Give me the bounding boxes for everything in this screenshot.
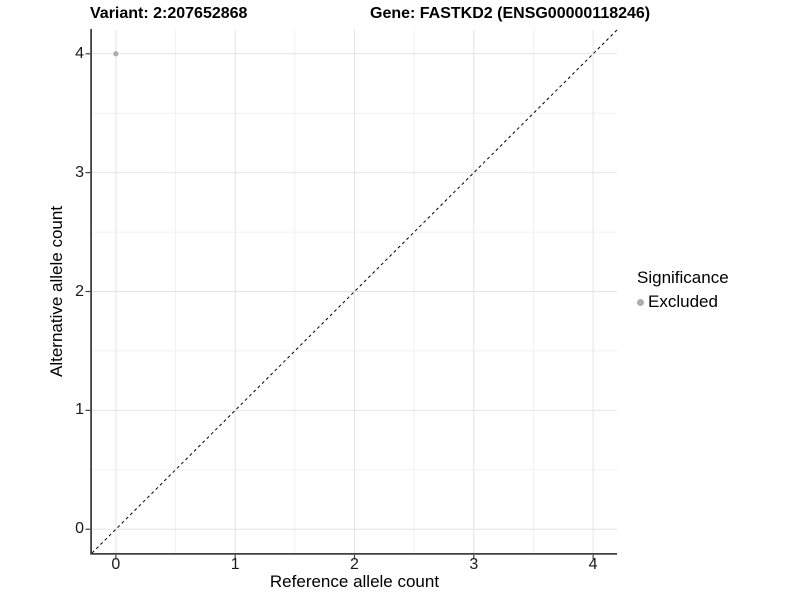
legend-point-icon bbox=[637, 298, 644, 306]
legend-title: Significance bbox=[637, 268, 729, 287]
x-tick-label: 0 bbox=[111, 556, 121, 573]
y-tick-label: 0 bbox=[75, 520, 84, 538]
x-tick-label: 3 bbox=[469, 556, 479, 573]
x-tick-label: 2 bbox=[350, 556, 359, 573]
legend-item-label: Excluded bbox=[648, 292, 718, 311]
legend: Significance Excluded bbox=[631, 268, 796, 312]
plot-canvas bbox=[85, 29, 618, 560]
plot-panel bbox=[85, 29, 618, 560]
y-tick-label: 4 bbox=[75, 44, 84, 62]
gene-title: Gene: FASTKD2 (ENSG00000118246) bbox=[370, 5, 651, 22]
y-tick-label: 1 bbox=[75, 401, 84, 419]
x-tick-label: 4 bbox=[588, 556, 598, 573]
x-tick-label: 1 bbox=[230, 556, 240, 573]
y-tick-label: 3 bbox=[75, 163, 84, 181]
legend-item-excluded: Excluded bbox=[631, 292, 796, 312]
x-axis-label: Reference allele count bbox=[269, 572, 440, 591]
variant-title: Variant: 2:207652868 bbox=[90, 5, 248, 22]
data-point bbox=[113, 51, 119, 57]
y-tick-label: 2 bbox=[75, 282, 84, 300]
